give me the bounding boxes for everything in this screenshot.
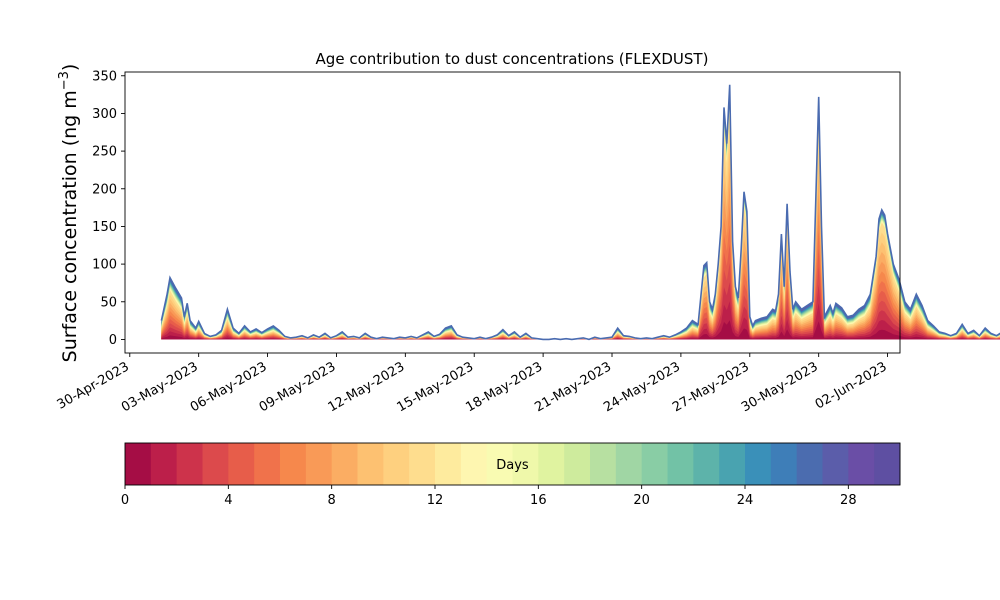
y-axis-label-superscript: −3 [57,71,72,90]
plot-frame [124,71,901,354]
colorbar-tick-label: 8 [328,493,336,508]
colorbar-band [409,443,436,485]
colorbar-band [254,443,281,485]
x-tick-label: 27-May-2023 [670,359,752,415]
colorbar-frame [124,442,901,486]
colorbar-band [615,443,643,485]
colorbar-band [641,443,668,485]
chart-title: Age contribution to dust concentrations … [316,50,709,68]
y-tick-label: 100 [92,258,117,273]
colorbar-band [202,443,229,485]
colorbar-band [357,443,384,485]
y-tick-label: 0 [109,333,117,348]
colorbar-band [538,443,565,485]
y-tick-label: 150 [92,220,117,235]
colorbar-band [874,443,901,485]
colorbar-band [331,443,358,485]
colorbar-band [383,443,410,485]
colorbar-band [435,443,462,485]
colorbar-band [667,443,694,485]
colorbar-band [848,443,875,485]
colorbar-band [280,443,307,485]
colorbar-band [305,443,333,485]
colorbar-band [125,443,152,485]
y-tick-label: 300 [92,107,117,122]
colorbar-band [822,443,849,485]
y-axis: 0 50 100 150 200 250 300 350 [92,69,125,348]
y-tick-label: 50 [100,295,117,310]
x-tick-label: 03-May-2023 [119,359,201,415]
colorbar-band [796,443,823,485]
colorbar-band [176,443,203,485]
colorbar: Days 0 4 8 12 16 20 24 28 [121,442,901,508]
colorbar-band [486,443,513,485]
x-tick-label: 30-May-2023 [739,359,821,415]
total-concentration-line [160,84,1000,341]
colorbar-band [590,443,617,485]
x-tick-label: 06-May-2023 [188,359,270,415]
colorbar-band [150,443,178,485]
colorbar-band [770,443,798,485]
colorbar-band [745,443,772,485]
y-tick-label: 200 [92,182,117,197]
age-band-area-1-2-days [161,301,1000,340]
age-band-area-0-1-days [161,320,1000,340]
age-band-area-2-3-days [161,282,1000,340]
colorbar-band [564,443,591,485]
plot-area [124,71,1000,354]
colorbar-band [719,443,746,485]
colorbar-band [460,443,488,485]
y-axis-label-text: Surface concentration (ng m [59,90,81,362]
x-tick-label: 15-May-2023 [395,359,477,415]
colorbar-tick-label: 12 [427,493,444,508]
colorbar-tick-label: 20 [633,493,650,508]
colorbar-tick-label: 16 [530,493,547,508]
x-tick-label: 09-May-2023 [257,359,339,415]
y-tick-label: 350 [92,69,117,84]
colorbar-band [693,443,720,485]
y-axis-label-close: ) [59,64,81,71]
colorbar-band [228,443,255,485]
x-axis: 30-Apr-202303-May-202306-May-202309-May-… [55,353,890,415]
colorbar-tick-label: 4 [224,493,232,508]
x-tick-label: 02-Jun-2023 [813,359,890,412]
colorbar-tick-label: 0 [121,493,129,508]
x-tick-label: 12-May-2023 [326,359,408,415]
y-tick-label: 250 [92,145,117,160]
y-axis-label: Surface concentration (ng m−3) [57,64,81,363]
colorbar-tick-label: 24 [737,493,754,508]
colorbar-tick-label: 28 [840,493,857,508]
colorbar-label: Days [496,458,529,473]
x-tick-label: 24-May-2023 [601,359,683,415]
x-tick-label: 18-May-2023 [463,359,545,415]
x-tick-label: 21-May-2023 [532,359,614,415]
colorbar-band [512,443,539,485]
